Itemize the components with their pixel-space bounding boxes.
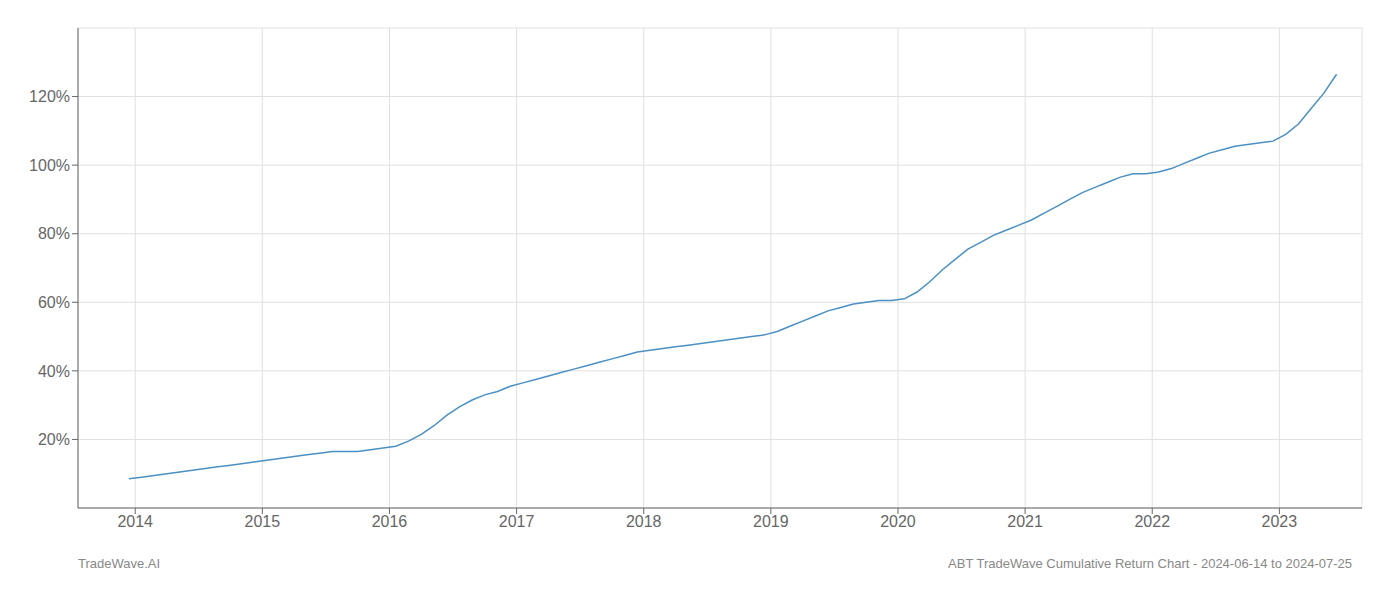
svg-text:2022: 2022 — [1134, 513, 1170, 530]
svg-text:2018: 2018 — [626, 513, 662, 530]
svg-text:2023: 2023 — [1262, 513, 1298, 530]
svg-text:2021: 2021 — [1007, 513, 1043, 530]
svg-text:20%: 20% — [38, 431, 70, 448]
svg-text:2020: 2020 — [880, 513, 916, 530]
svg-text:60%: 60% — [38, 294, 70, 311]
svg-text:2015: 2015 — [245, 513, 281, 530]
svg-text:40%: 40% — [38, 363, 70, 380]
svg-text:2014: 2014 — [117, 513, 153, 530]
svg-text:2017: 2017 — [499, 513, 535, 530]
svg-text:2019: 2019 — [753, 513, 789, 530]
svg-text:2016: 2016 — [372, 513, 408, 530]
svg-text:120%: 120% — [29, 88, 70, 105]
svg-text:80%: 80% — [38, 225, 70, 242]
html-text:ABT TradeWave Cumulative Retur: ABT TradeWave Cumulative Return Chart - … — [948, 556, 1352, 571]
svg-text:100%: 100% — [29, 157, 70, 174]
html-text:TradeWave.AI: TradeWave.AI — [78, 556, 161, 571]
